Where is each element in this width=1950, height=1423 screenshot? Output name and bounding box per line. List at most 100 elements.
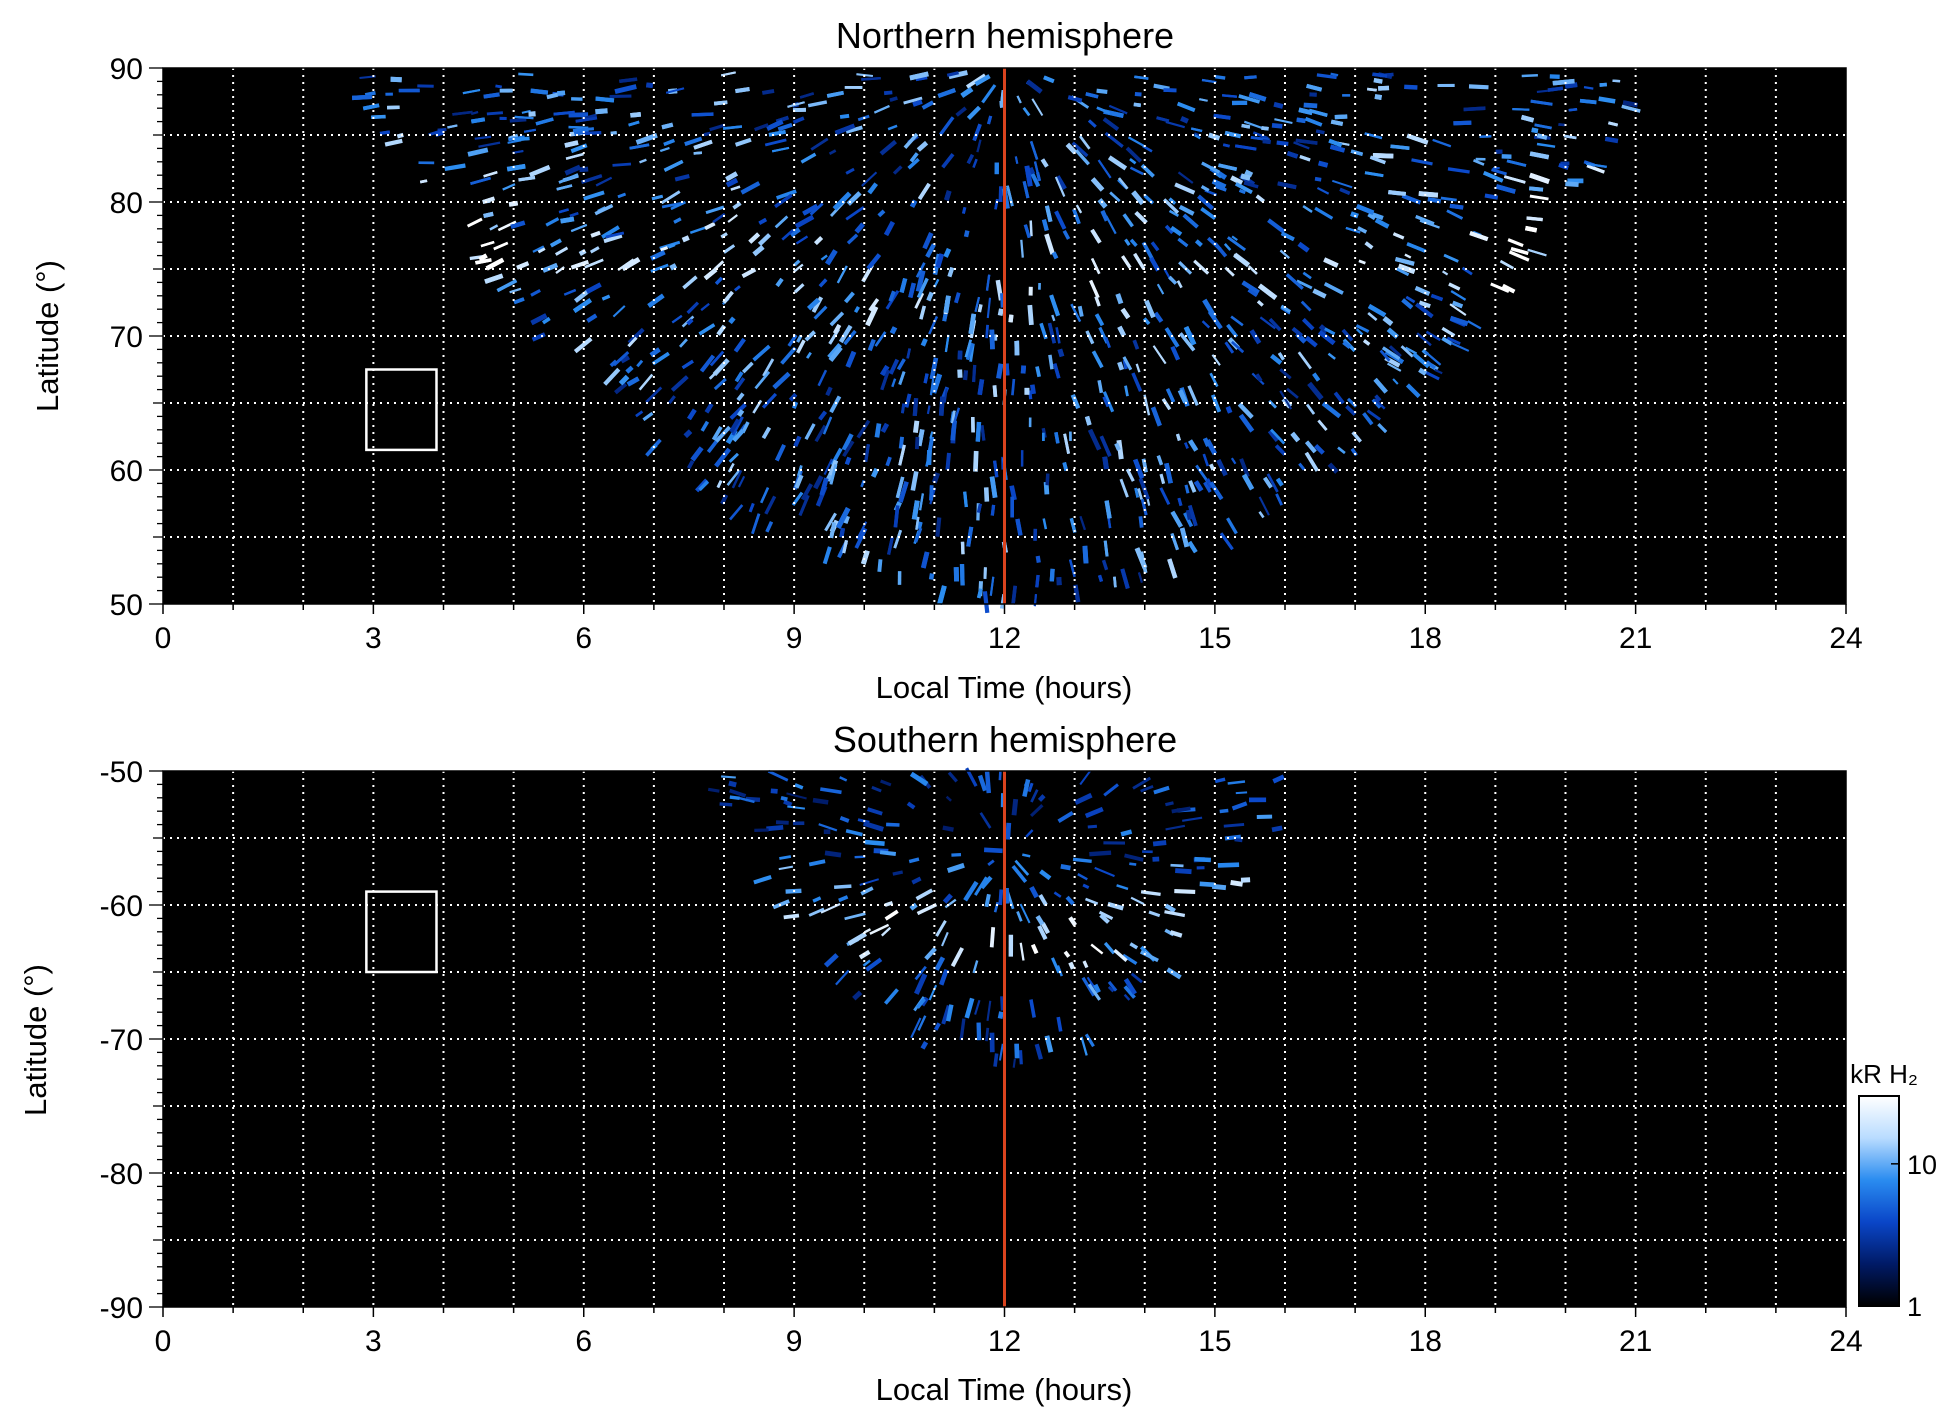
- heatmap-cell: [1261, 126, 1269, 131]
- heatmap-cell: [998, 1043, 1004, 1061]
- heatmap-cell: [1304, 335, 1318, 348]
- heatmap-cell: [467, 147, 489, 157]
- heatmap-cell: [638, 373, 654, 391]
- heatmap-cell: [916, 429, 925, 447]
- heatmap-cell: [663, 159, 684, 172]
- heatmap-cell: [1183, 325, 1197, 346]
- heatmap-cell: [780, 795, 788, 802]
- heatmap-cell: [652, 351, 670, 366]
- heatmap-cell: [880, 369, 890, 391]
- heatmap-cell: [1364, 241, 1374, 250]
- heatmap-cell: [530, 313, 548, 326]
- heatmap-cell: [693, 139, 713, 150]
- heatmap-cell: [929, 485, 934, 501]
- heatmap-cell: [917, 1015, 927, 1031]
- heatmap-cell: [555, 246, 569, 256]
- heatmap-cell: [513, 297, 525, 305]
- heatmap-cell: [1097, 379, 1104, 394]
- heatmap-cell: [1175, 433, 1181, 441]
- heatmap-cell: [986, 1000, 992, 1022]
- heatmap-cell: [1188, 439, 1199, 452]
- heatmap-cell: [845, 167, 855, 175]
- y-tick-label: 50: [110, 589, 143, 622]
- heatmap-cell: [518, 176, 536, 182]
- heatmap-cell: [1331, 179, 1353, 189]
- heatmap-cell: [1115, 293, 1124, 305]
- heatmap-cell: [1174, 182, 1196, 195]
- heatmap-cell: [886, 822, 900, 827]
- heatmap-cell: [1035, 914, 1045, 926]
- heatmap-cell: [1200, 185, 1210, 192]
- heatmap-cell: [976, 1022, 982, 1041]
- heatmap-cell: [1132, 339, 1140, 350]
- heatmap-cell: [1214, 184, 1227, 192]
- heatmap-cell: [1271, 825, 1283, 833]
- heatmap-cell: [1256, 300, 1264, 307]
- heatmap-cell: [506, 163, 526, 172]
- heatmap-cell: [842, 440, 855, 458]
- heatmap-cell: [1202, 453, 1209, 467]
- heatmap-cell: [839, 815, 850, 823]
- heatmap-cell: [828, 459, 839, 477]
- heatmap-cell: [864, 839, 885, 846]
- heatmap-cell: [765, 521, 774, 533]
- heatmap-cell: [1060, 863, 1071, 871]
- heatmap-cell: [853, 306, 861, 314]
- heatmap-cell: [1028, 167, 1035, 175]
- heatmap-cell: [1534, 123, 1552, 130]
- heatmap-cell: [826, 90, 844, 98]
- heatmap-cell: [1235, 182, 1253, 195]
- heatmap-cell: [761, 88, 775, 95]
- north-title: Northern hemisphere: [836, 15, 1174, 56]
- heatmap-cell: [1018, 1050, 1023, 1065]
- heatmap-cell: [883, 988, 899, 1005]
- heatmap-cell: [1087, 119, 1097, 128]
- y-tick-label: -60: [100, 890, 143, 923]
- heatmap-cell: [728, 452, 739, 463]
- heatmap-cell: [1056, 965, 1063, 977]
- heatmap-cell: [1586, 164, 1605, 174]
- heatmap-cell: [926, 405, 931, 415]
- heatmap-cell: [1035, 574, 1040, 588]
- heatmap-cell: [1211, 178, 1227, 190]
- heatmap-cell: [1098, 910, 1114, 920]
- x-tick-label: 0: [155, 622, 172, 655]
- heatmap-cell: [444, 163, 466, 171]
- heatmap-cell: [1184, 442, 1189, 449]
- heatmap-cell: [1291, 326, 1303, 338]
- heatmap-cell: [1275, 477, 1284, 487]
- heatmap-cell: [909, 771, 929, 787]
- heatmap-cell: [713, 377, 727, 391]
- heatmap-cell: [788, 392, 798, 402]
- heatmap-cell: [1024, 165, 1033, 187]
- heatmap-cell: [919, 493, 924, 511]
- heatmap-cell: [486, 111, 504, 116]
- heatmap-cell: [1043, 75, 1055, 84]
- heatmap-cell: [793, 435, 802, 447]
- heatmap-cell: [797, 465, 803, 477]
- heatmap-cell: [603, 233, 623, 244]
- heatmap-cell: [1201, 78, 1217, 84]
- heatmap-cell: [1367, 212, 1377, 221]
- heatmap-cell: [1169, 930, 1183, 938]
- heatmap-cell: [1144, 299, 1156, 319]
- heatmap-cell: [646, 82, 654, 89]
- heatmap-cell: [1233, 253, 1242, 260]
- heatmap-cell: [941, 1005, 951, 1025]
- heatmap-cell: [775, 189, 797, 200]
- x-tick-label: 18: [1409, 1325, 1442, 1358]
- heatmap-cell: [908, 857, 920, 864]
- heatmap-cell: [523, 128, 536, 133]
- heatmap-cell: [629, 143, 650, 150]
- heatmap-cell: [1298, 462, 1306, 471]
- heatmap-cell: [748, 502, 755, 513]
- x-tick-label: 15: [1198, 622, 1231, 655]
- heatmap-cell: [1089, 850, 1112, 857]
- heatmap-cell: [974, 296, 981, 312]
- heatmap-cell: [1297, 241, 1310, 253]
- heatmap-cell: [1087, 428, 1102, 451]
- heatmap-cell: [1404, 253, 1412, 259]
- heatmap-cell: [1425, 360, 1436, 370]
- heatmap-cell: [722, 290, 734, 304]
